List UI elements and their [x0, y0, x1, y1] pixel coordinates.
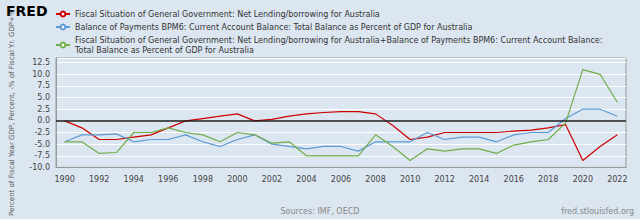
svg-text:Percent of Fiscal Year GDP, Pe: Percent of Fiscal Year GDP, Percent, -% … [8, 9, 16, 216]
svg-text:12.5: 12.5 [32, 58, 50, 67]
svg-text:Total Balance as Percent of GD: Total Balance as Percent of GDP for Aust… [74, 46, 254, 55]
svg-text:2016: 2016 [504, 175, 524, 184]
svg-text:1994: 1994 [124, 175, 144, 184]
svg-text:Fiscal Situation of General Go: Fiscal Situation of General Government: … [75, 36, 605, 45]
svg-text:2014: 2014 [469, 175, 489, 184]
svg-text:2022: 2022 [607, 175, 627, 184]
svg-text:2020: 2020 [573, 175, 593, 184]
svg-text:2006: 2006 [331, 175, 351, 184]
svg-text:FRED: FRED [6, 3, 48, 19]
svg-text:-7.5: -7.5 [34, 151, 50, 160]
svg-text:Sources: IMF, OECD: Sources: IMF, OECD [281, 207, 360, 216]
svg-text:1998: 1998 [193, 175, 213, 184]
svg-text:2008: 2008 [365, 175, 385, 184]
svg-text:2004: 2004 [296, 175, 316, 184]
svg-text:fred.stlouisfed.org: fred.stlouisfed.org [561, 207, 634, 216]
svg-text:2018: 2018 [538, 175, 558, 184]
svg-text:-10.0: -10.0 [29, 163, 50, 172]
svg-text:0.0: 0.0 [37, 116, 50, 125]
svg-text:-2.5: -2.5 [34, 128, 50, 137]
svg-text:1992: 1992 [89, 175, 109, 184]
svg-text:-5.0: -5.0 [34, 140, 50, 149]
svg-text:2010: 2010 [400, 175, 420, 184]
svg-text:Balance of Payments BPM6: Curr: Balance of Payments BPM6: Current Accoun… [75, 23, 473, 32]
svg-text:5.0: 5.0 [37, 93, 50, 102]
svg-text:1996: 1996 [158, 175, 178, 184]
svg-text:7.5: 7.5 [37, 81, 50, 90]
svg-text:1990: 1990 [54, 175, 74, 184]
svg-text:2002: 2002 [262, 175, 282, 184]
svg-text:Fiscal Situation of General Go: Fiscal Situation of General Government: … [75, 10, 380, 19]
svg-text:2.5: 2.5 [37, 105, 50, 114]
svg-text:2012: 2012 [434, 175, 454, 184]
svg-text:2000: 2000 [227, 175, 247, 184]
svg-text:10.0: 10.0 [32, 70, 50, 79]
